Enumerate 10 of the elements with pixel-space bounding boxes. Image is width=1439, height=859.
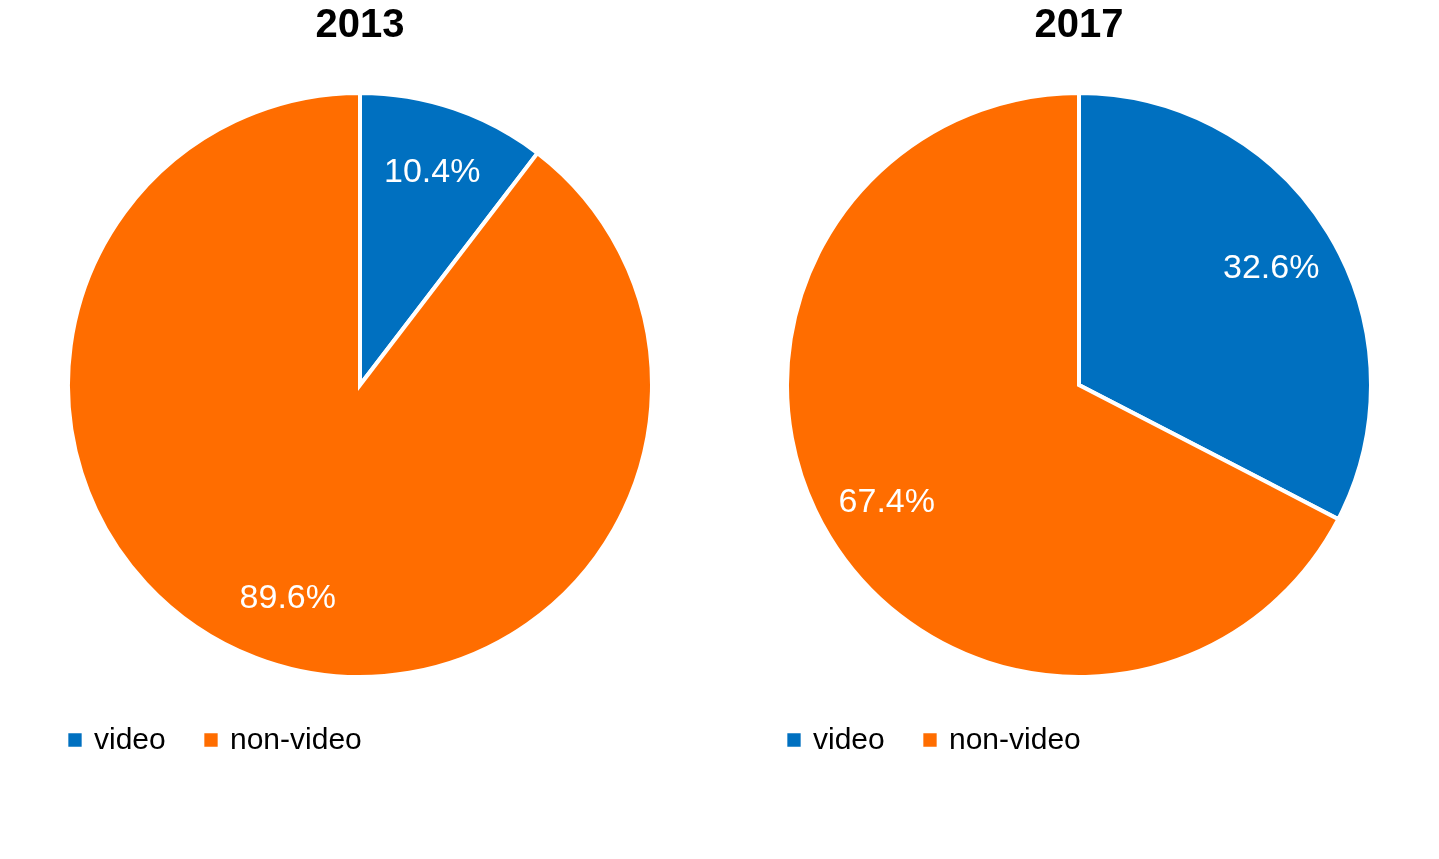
data-label: 10.4% [383, 150, 480, 189]
legend-label: video [93, 722, 166, 755]
data-label: 67.4% [838, 480, 935, 519]
chart-title: 2013 [315, 1, 404, 45]
legend-label: non-video [229, 722, 362, 755]
legend-label: non-video [948, 722, 1081, 755]
data-label: 32.6% [1222, 247, 1319, 286]
data-label: 89.6% [239, 577, 336, 616]
chart-title: 2017 [1034, 1, 1123, 45]
legend-label: video [812, 722, 885, 755]
